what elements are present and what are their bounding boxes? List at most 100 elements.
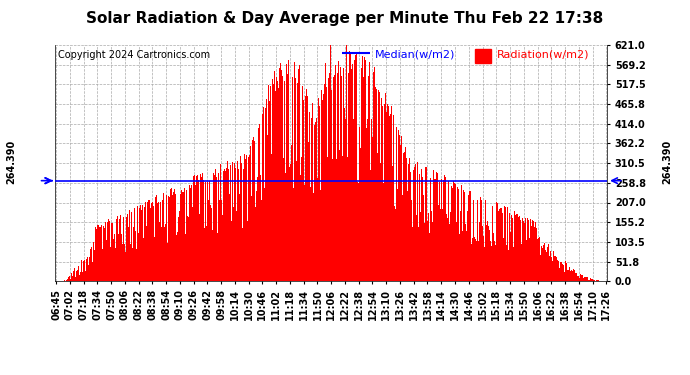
Bar (70, 277, 71, 281)
Bar (570, 271, 571, 281)
Bar (186, 190, 187, 281)
Bar (511, 215, 512, 281)
Bar (69, 276, 70, 281)
Bar (210, 205, 211, 281)
Bar (214, 175, 215, 281)
Bar (384, 102, 386, 281)
Bar (484, 246, 485, 281)
Bar (354, 60, 355, 281)
Bar (528, 220, 529, 281)
Bar (440, 183, 442, 281)
Bar (303, 100, 304, 281)
Bar (306, 89, 307, 281)
Bar (555, 256, 556, 281)
Bar (448, 181, 449, 281)
Bar (513, 247, 514, 281)
Bar (94, 250, 95, 281)
Bar (453, 183, 455, 281)
Bar (378, 90, 380, 281)
Bar (315, 122, 316, 281)
Bar (95, 227, 96, 281)
Bar (504, 206, 505, 281)
Bar (161, 227, 162, 281)
Bar (133, 226, 135, 281)
Bar (122, 244, 123, 281)
Bar (310, 186, 311, 281)
Bar (81, 260, 82, 281)
Bar (233, 207, 234, 281)
Bar (487, 221, 488, 281)
Bar (370, 170, 371, 281)
Bar (492, 206, 493, 281)
Bar (120, 215, 121, 281)
Bar (524, 255, 525, 281)
Bar (556, 257, 557, 281)
Bar (461, 185, 462, 281)
Bar (460, 211, 461, 281)
Bar (280, 63, 282, 281)
Bar (198, 180, 199, 281)
Text: Copyright 2024 Cartronics.com: Copyright 2024 Cartronics.com (58, 50, 210, 60)
Bar (554, 256, 555, 281)
Bar (479, 222, 480, 281)
Bar (137, 206, 138, 281)
Bar (386, 112, 387, 281)
Bar (533, 220, 534, 281)
Bar (360, 148, 361, 281)
Bar (465, 224, 466, 281)
Bar (292, 76, 293, 281)
Bar (373, 72, 374, 281)
Bar (406, 158, 407, 281)
Bar (314, 125, 315, 281)
Bar (564, 273, 565, 281)
Bar (376, 88, 377, 281)
Bar (145, 202, 146, 281)
Bar (457, 187, 458, 281)
Bar (420, 211, 422, 281)
Bar (171, 188, 172, 281)
Bar (268, 85, 269, 281)
Bar (269, 101, 270, 281)
Bar (499, 209, 500, 281)
Bar (178, 217, 179, 281)
Bar (425, 166, 426, 281)
Bar (350, 126, 351, 281)
Bar (112, 223, 113, 281)
Bar (101, 225, 102, 281)
Bar (547, 247, 548, 281)
Bar (449, 224, 450, 281)
Bar (501, 209, 502, 281)
Bar (463, 190, 464, 281)
Bar (408, 164, 409, 281)
Bar (318, 98, 319, 281)
Bar (301, 93, 302, 281)
Bar (239, 195, 240, 281)
Bar (88, 265, 89, 281)
Bar (159, 202, 161, 281)
Bar (506, 245, 507, 281)
Bar (397, 130, 399, 281)
Bar (540, 255, 541, 281)
Bar (195, 187, 197, 281)
Bar (580, 275, 582, 281)
Bar (591, 279, 592, 281)
Bar (466, 231, 467, 281)
Bar (327, 157, 328, 281)
Bar (497, 203, 498, 281)
Bar (113, 239, 115, 281)
Bar (415, 164, 416, 281)
Bar (223, 171, 224, 281)
Bar (369, 62, 370, 281)
Bar (149, 201, 150, 281)
Bar (211, 208, 213, 281)
Bar (585, 277, 586, 281)
Bar (215, 169, 216, 281)
Bar (105, 227, 106, 281)
Bar (231, 221, 233, 281)
Bar (388, 106, 389, 281)
Bar (525, 218, 526, 281)
Bar (177, 232, 178, 281)
Bar (346, 45, 347, 281)
Bar (228, 169, 229, 281)
Bar (284, 81, 285, 281)
